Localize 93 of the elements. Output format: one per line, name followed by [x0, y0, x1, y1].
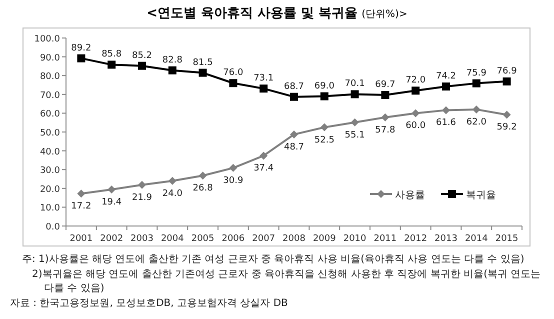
- x-tick-label: 2006: [222, 234, 245, 244]
- point: [381, 90, 390, 99]
- y-tick-label: 10.0: [40, 204, 60, 214]
- data-label: 75.9: [466, 68, 487, 78]
- data-label: 24.0: [162, 188, 183, 199]
- point: [260, 152, 268, 160]
- data-label: 26.8: [192, 184, 214, 194]
- point: [472, 79, 480, 88]
- data-label: 69.7: [375, 80, 396, 90]
- point: [472, 105, 480, 114]
- data-label: 59.2: [496, 122, 517, 133]
- point: [77, 190, 86, 198]
- point: [320, 123, 328, 132]
- point: [77, 54, 86, 62]
- x-tick-label: 2002: [100, 234, 124, 244]
- x-tick-label: 2005: [191, 234, 214, 244]
- y-tick-label: 90.0: [40, 53, 60, 64]
- data-label: 85.8: [102, 50, 122, 60]
- data-label: 89.2: [71, 43, 92, 54]
- point: [502, 77, 511, 86]
- point: [290, 130, 298, 138]
- data-label: 81.5: [192, 58, 213, 68]
- point: [198, 172, 207, 180]
- y-tick-label: 60.0: [40, 110, 60, 120]
- point: [229, 79, 238, 88]
- x-tick-label: 2004: [160, 234, 184, 244]
- data-label: 73.1: [254, 74, 274, 84]
- text: 주: 1)사용률은 해당 연도에 출산한 기존 여성 근로자 중 육아휴직 사용 비율(육아휴직 사용 연도는 다를 수 있음): [22, 254, 524, 265]
- data-label: 60.0: [406, 121, 426, 132]
- data-label: 62.0: [466, 117, 487, 128]
- legend-label: 복귀율: [466, 190, 496, 201]
- y-tick-label: 80.0: [40, 72, 60, 82]
- data-label: 69.0: [314, 81, 335, 92]
- point: [290, 92, 298, 101]
- x-tick-label: 2007: [252, 234, 276, 244]
- x-tick-label: 2001: [70, 234, 93, 244]
- x-tick-label: 2009: [312, 234, 336, 244]
- point: [442, 106, 450, 114]
- data-label: 52.5: [314, 135, 334, 146]
- y-tick-label: 30.0: [40, 166, 60, 176]
- point: [138, 62, 146, 70]
- data-label: 68.7: [284, 82, 304, 92]
- point: [320, 92, 328, 100]
- data-label: 76.0: [223, 68, 244, 78]
- point: [381, 113, 390, 122]
- x-tick-label: 2008: [282, 234, 306, 244]
- x-tick-label: 2013: [434, 234, 458, 244]
- data-label: 72.0: [406, 76, 426, 86]
- point: [229, 164, 238, 172]
- data-label: 82.8: [162, 55, 183, 66]
- data-label: 85.2: [132, 50, 152, 61]
- point: [198, 68, 207, 77]
- data-label: 30.9: [223, 176, 244, 186]
- point: [260, 84, 268, 93]
- data-label: 57.8: [375, 125, 396, 136]
- y-tick-label: 70.0: [40, 90, 60, 101]
- data-label: 55.1: [344, 130, 365, 140]
- data-label: 19.4: [102, 198, 122, 208]
- x-tick-label: 2012: [404, 234, 428, 244]
- point: [168, 66, 176, 74]
- data-label: 61.6: [436, 118, 456, 128]
- point: [168, 176, 176, 185]
- x-tick-label: 2011: [374, 234, 397, 244]
- data-label: 74.2: [436, 72, 456, 82]
- data-label: 17.2: [71, 202, 92, 212]
- y-tick-label: 50.0: [40, 128, 60, 138]
- point: [442, 82, 450, 91]
- point: [138, 180, 146, 189]
- point: [350, 118, 359, 126]
- chart-subtitle: (단위%)>: [362, 9, 408, 20]
- point: [412, 86, 420, 95]
- y-tick-label: 100.0: [34, 34, 60, 44]
- data-label: 37.4: [254, 164, 274, 174]
- y-tick-label: 20.0: [40, 184, 60, 195]
- data-label: 21.9: [132, 192, 152, 203]
- point: [350, 90, 359, 98]
- data-label: 48.7: [284, 142, 304, 152]
- legend-label: 사용률: [395, 190, 425, 201]
- x-tick-label: 2015: [495, 234, 518, 244]
- y-tick-label: 40.0: [40, 147, 60, 158]
- text: 2)복귀율은 해당 연도에 출산한 기존여성 근로자 중 육아휴직을 신청해 사용한 후 직장에 복귀한 비율(복귀 연도는 다를 수 있음): [32, 269, 541, 294]
- point: [502, 110, 511, 119]
- x-tick-label: 2014: [464, 234, 488, 244]
- point: [108, 186, 116, 194]
- point: [412, 109, 420, 118]
- point: [108, 60, 116, 69]
- data-label: 76.9: [496, 66, 518, 76]
- x-tick-label: 2010: [343, 234, 367, 244]
- data-label: 70.1: [344, 79, 365, 90]
- text: 자료 : 한국고용정보원, 모성보호DB, 고용보험자격 상실자 DB: [10, 298, 288, 309]
- y-tick-label: 0.0: [46, 222, 60, 232]
- chart-title: <연도별 육아휴직 사용률 및 복귀율: [146, 6, 358, 21]
- x-tick-label: 2003: [130, 234, 154, 244]
